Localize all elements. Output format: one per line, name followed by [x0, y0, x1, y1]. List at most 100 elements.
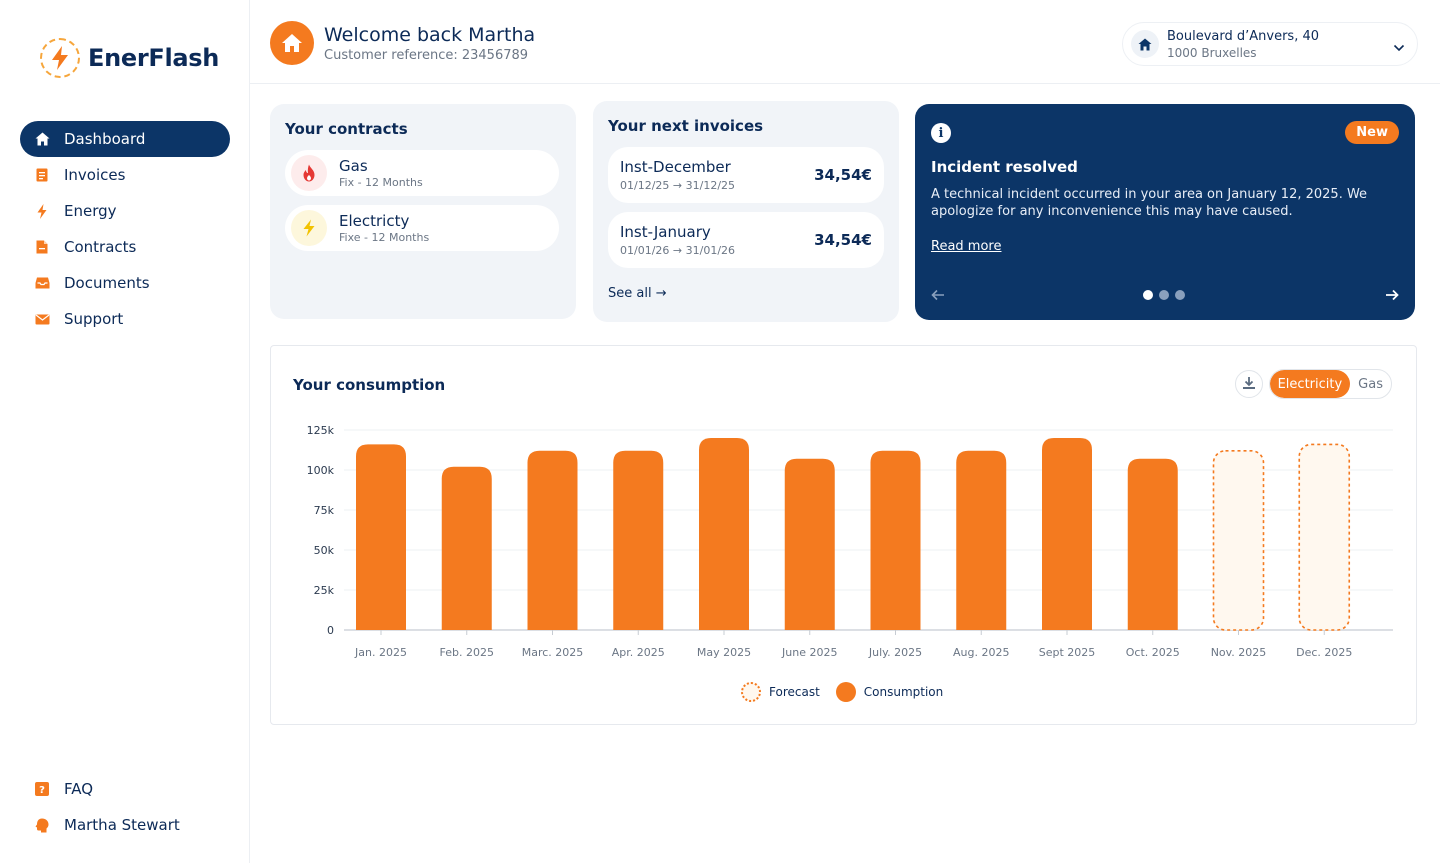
- sidebar-item-profile[interactable]: Martha Stewart: [20, 807, 230, 843]
- x-tick-label: Dec. 2025: [1296, 646, 1352, 659]
- address-selector[interactable]: Boulevard d’Anvers, 40 1000 Bruxelles: [1122, 22, 1418, 66]
- carousel-dots: [1143, 290, 1185, 300]
- consumption-bar: [699, 438, 749, 630]
- lightning-icon: [34, 203, 50, 219]
- sidebar-item-label: Invoices: [64, 166, 126, 184]
- consumption-bar: [613, 450, 664, 630]
- user-head-icon: [34, 817, 50, 833]
- flame-icon: [291, 155, 327, 191]
- contract-gas[interactable]: Gas Fix - 12 Months: [285, 150, 559, 196]
- invoice-amount: 34,54€: [814, 231, 872, 249]
- consumption-bar: [356, 444, 406, 630]
- x-tick-label: July. 2025: [868, 646, 922, 659]
- customer-reference: Customer reference: 23456789: [324, 47, 529, 63]
- invoice-amount: 34,54€: [814, 166, 872, 184]
- x-tick-label: Marc. 2025: [522, 646, 584, 659]
- new-badge: New: [1345, 121, 1399, 144]
- incident-title: Incident resolved: [931, 158, 1078, 176]
- house-icon: [1131, 30, 1159, 58]
- x-tick-label: Jan. 2025: [354, 646, 407, 659]
- contract-detail: Fix - 12 Months: [339, 176, 423, 189]
- toggle-electricity[interactable]: Electricity: [1269, 370, 1351, 398]
- sidebar-item-label: Support: [64, 310, 124, 328]
- forecast-swatch: [741, 682, 761, 702]
- consumption-bar: [441, 466, 492, 630]
- sidebar-item-energy[interactable]: Energy: [20, 193, 230, 229]
- invoice-dates: 01/12/25 → 31/12/25: [620, 179, 736, 192]
- sidebar-item-label: Dashboard: [64, 130, 146, 148]
- x-tick-label: Sept 2025: [1039, 646, 1096, 659]
- home-icon: [34, 131, 50, 147]
- y-tick-label: 50k: [314, 544, 335, 557]
- see-all-invoices-link[interactable]: See all →: [608, 286, 667, 301]
- arrow-right-icon[interactable]: [1385, 286, 1399, 305]
- read-more-link[interactable]: Read more: [931, 239, 1002, 254]
- x-tick-label: Oct. 2025: [1126, 646, 1180, 659]
- brand-logo[interactable]: EnerFlash: [40, 38, 219, 78]
- receipt-icon: [34, 167, 50, 183]
- svg-text:?: ?: [39, 785, 45, 796]
- info-icon: i: [931, 123, 951, 143]
- consumption-title: Your consumption: [293, 376, 446, 394]
- sidebar-item-dashboard[interactable]: Dashboard: [20, 121, 230, 157]
- energy-toggle: Electricity Gas: [1268, 369, 1392, 399]
- question-icon: ?: [34, 781, 50, 797]
- legend-consumption: Consumption: [835, 682, 943, 702]
- arrow-left-icon[interactable]: [931, 286, 945, 305]
- invoice-name: Inst-December: [620, 158, 731, 176]
- sidebar-item-documents[interactable]: Documents: [20, 265, 230, 301]
- carousel-dot[interactable]: [1159, 290, 1169, 300]
- chevron-down-icon[interactable]: [1393, 37, 1405, 56]
- sidebar-item-label: Energy: [64, 202, 117, 220]
- invoice-row[interactable]: Inst-January 01/01/26 → 31/01/26 34,54€: [608, 212, 884, 268]
- sidebar-item-support[interactable]: Support: [20, 301, 230, 337]
- brand-name: EnerFlash: [88, 44, 220, 72]
- y-tick-label: 100k: [307, 464, 335, 477]
- mail-icon: [34, 311, 50, 327]
- contract-electricity[interactable]: Electricty Fixe - 12 Months: [285, 205, 559, 251]
- y-tick-label: 75k: [314, 504, 335, 517]
- y-tick-label: 125k: [307, 424, 335, 437]
- consumption-bar-chart: 0 25k 50k 75k 100k 125k Jan. 2025 Feb. 2025 Marc…: [307, 424, 1393, 659]
- consumption-bar: [870, 450, 921, 630]
- sidebar-bottom-nav: ? FAQ Martha Stewart: [20, 771, 230, 843]
- consumption-bar: [1042, 438, 1092, 630]
- sidebar-item-invoices[interactable]: Invoices: [20, 157, 230, 193]
- contracts-title: Your contracts: [285, 120, 408, 138]
- download-icon: [1242, 375, 1256, 394]
- contract-name: Gas: [339, 157, 368, 175]
- home-icon: [270, 21, 314, 65]
- consumption-bar: [956, 450, 1007, 630]
- legend-forecast: Forecast: [741, 682, 820, 702]
- carousel-dot[interactable]: [1175, 290, 1185, 300]
- invoice-dates: 01/01/26 → 31/01/26: [620, 244, 736, 257]
- consumption-swatch: [835, 682, 856, 702]
- sidebar: EnerFlash Dashboard Invoices Energy Cont…: [0, 0, 250, 863]
- contracts-card: Your contracts Gas Fix - 12 Months Elect…: [270, 104, 576, 319]
- toggle-gas[interactable]: Gas: [1358, 376, 1383, 392]
- welcome-block: Welcome back Martha Customer reference: …: [270, 21, 535, 65]
- sidebar-item-label: Contracts: [64, 238, 137, 256]
- invoice-name: Inst-January: [620, 223, 711, 241]
- sidebar-item-contracts[interactable]: Contracts: [20, 229, 230, 265]
- invoice-row[interactable]: Inst-December 01/12/25 → 31/12/25 34,54€: [608, 147, 884, 203]
- download-button[interactable]: [1234, 370, 1263, 398]
- contract-detail: Fixe - 12 Months: [339, 231, 430, 244]
- sidebar-nav: Dashboard Invoices Energy Contracts Docu…: [20, 121, 230, 337]
- lightning-icon: [291, 210, 327, 246]
- sidebar-item-label: Martha Stewart: [64, 816, 180, 834]
- consumption-tools: Electricity Gas: [1234, 369, 1392, 399]
- consumption-panel: Your consumption Electricity Gas 0 25k 50k…: [270, 345, 1417, 725]
- consumption-bar: [784, 458, 835, 630]
- document-icon: [34, 239, 50, 255]
- x-tick-label: Aug. 2025: [953, 646, 1009, 659]
- legend-forecast-label: Forecast: [769, 685, 820, 699]
- sidebar-item-faq[interactable]: ? FAQ: [20, 771, 230, 807]
- address-city: 1000 Bruxelles: [1167, 45, 1257, 60]
- incident-banner: i New Incident resolved A technical inci…: [915, 104, 1415, 320]
- inbox-icon: [34, 275, 50, 291]
- consumption-bar: [1127, 458, 1178, 630]
- carousel-dot[interactable]: [1143, 290, 1153, 300]
- y-tick-label: 25k: [314, 584, 335, 597]
- chart-legend: Forecast Consumption: [741, 682, 943, 702]
